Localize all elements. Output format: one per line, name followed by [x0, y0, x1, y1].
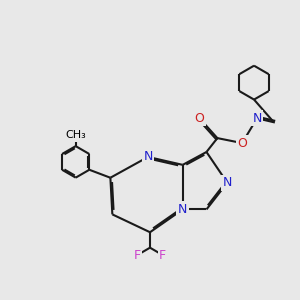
Text: O: O: [195, 112, 205, 125]
Text: O: O: [237, 136, 247, 150]
Text: N: N: [223, 176, 232, 189]
Text: N: N: [252, 112, 262, 125]
Text: F: F: [134, 249, 141, 262]
Text: N: N: [143, 150, 153, 164]
Text: CH₃: CH₃: [65, 130, 86, 140]
Text: N: N: [178, 203, 188, 216]
Text: F: F: [159, 249, 166, 262]
